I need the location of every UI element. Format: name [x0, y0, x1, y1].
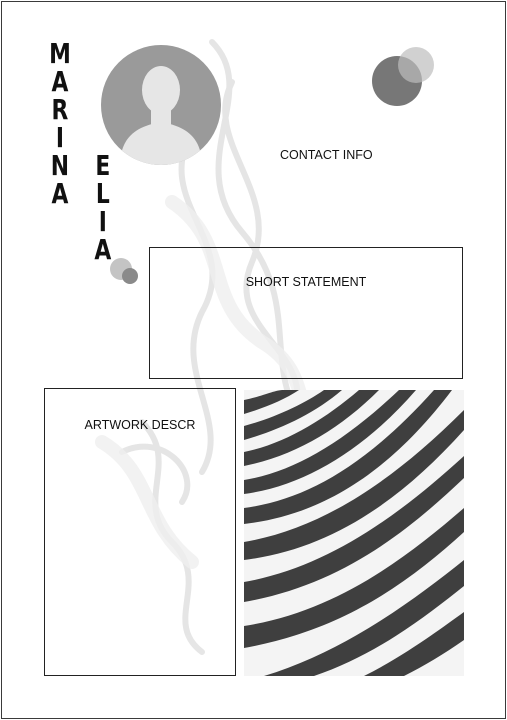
last-name-vertical: E L I A: [94, 152, 111, 264]
first-name-letter: A: [51, 177, 69, 210]
artwork-description-box: ARTWORK DESCR: [44, 388, 236, 676]
contact-info-heading: CONTACT INFO: [280, 148, 373, 162]
first-name-vertical: M A R I N A: [49, 40, 71, 208]
artwork-description-heading: ARTWORK DESCR: [84, 418, 196, 432]
last-name-letter: L: [95, 177, 110, 210]
first-name-letter: M: [49, 37, 71, 70]
short-statement-box: SHORT STATEMENT: [149, 247, 463, 379]
first-name-letter: R: [51, 93, 69, 126]
last-name-letter: I: [98, 205, 107, 238]
first-name-letter: N: [50, 149, 70, 182]
first-name-letter: I: [55, 121, 64, 154]
person-silhouette-icon: [101, 45, 221, 165]
short-statement-heading: SHORT STATEMENT: [245, 275, 367, 289]
first-name-letter: A: [51, 65, 69, 98]
zebra-pattern-image: [244, 390, 464, 676]
last-name-letter: A: [94, 233, 112, 266]
last-name-letter: E: [95, 149, 111, 182]
